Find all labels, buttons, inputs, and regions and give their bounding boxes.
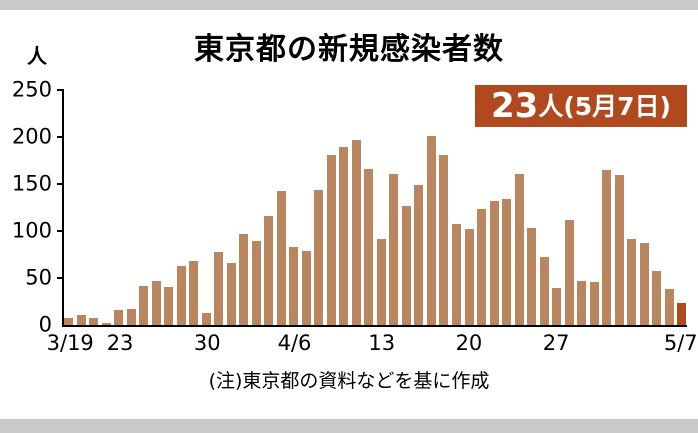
bar-4/14: [389, 173, 399, 325]
bars-container: [64, 90, 687, 325]
x-tick-label: 3/19: [46, 331, 94, 355]
bar-5/1: [602, 169, 612, 325]
bar-4/28: [564, 219, 574, 325]
x-tick-label: 23: [106, 331, 134, 355]
bar-5/4: [639, 243, 649, 325]
bar-3/27: [164, 287, 174, 325]
y-tick-mark: [57, 230, 64, 232]
bar-4/22: [489, 200, 499, 325]
bar-5/7: [677, 303, 687, 325]
bar-4/1: [226, 262, 236, 325]
bar-4/3: [251, 241, 261, 325]
x-tick-label: 5/7: [663, 331, 698, 355]
bar-4/25: [527, 228, 537, 325]
bar-3/28: [176, 265, 186, 325]
y-tick-label: 0: [38, 312, 52, 337]
bar-4/2: [239, 233, 249, 325]
bar-4/29: [577, 280, 587, 325]
bar-4/12: [364, 168, 374, 325]
bar-4/6: [289, 246, 299, 325]
y-tick-label: 200: [11, 124, 52, 149]
y-tick-label: 250: [11, 77, 52, 102]
y-tick-label: 100: [11, 218, 52, 243]
latest-value-badge: 23 人(5月7日): [475, 85, 687, 127]
bar-4/9: [326, 154, 336, 325]
y-tick-label: 150: [11, 171, 52, 196]
bar-4/20: [464, 229, 474, 325]
x-tick-label: 30: [193, 331, 221, 355]
bar-3/21: [89, 318, 99, 325]
bar-4/23: [502, 199, 512, 325]
bar-4/17: [426, 136, 436, 325]
bar-3/22: [101, 323, 111, 325]
bar-4/8: [314, 189, 324, 325]
bar-4/5: [276, 190, 286, 325]
bar-4/19: [451, 224, 461, 325]
y-tick-mark: [57, 277, 64, 279]
bar-3/24: [126, 309, 136, 325]
badge-count: 23: [491, 86, 539, 126]
plot-area: 23 人(5月7日) 0 50 100 150 200 250 3/19 23 30 4/6 13 20…: [12, 79, 698, 354]
bar-4/15: [401, 205, 411, 325]
source-note: (注)東京都の資料などを基に作成: [208, 370, 490, 392]
badge-date-suffix: 人(5月7日): [538, 91, 671, 121]
y-tick-mark: [57, 183, 64, 185]
bar-5/6: [664, 289, 674, 325]
bar-4/7: [301, 250, 311, 325]
bar-4/11: [351, 139, 361, 325]
chart-title: 東京都の新規感染者数: [194, 32, 504, 67]
bar-4/10: [339, 147, 349, 325]
bar-4/4: [264, 215, 274, 325]
x-tick-label: 4/6: [277, 331, 312, 355]
bar-3/31: [214, 251, 224, 325]
bar-3/23: [114, 309, 124, 325]
bar-4/13: [376, 239, 386, 325]
bar-3/26: [151, 280, 161, 325]
bar-3/29: [189, 261, 199, 325]
top-border: [0, 0, 698, 10]
bar-5/3: [627, 239, 637, 325]
bar-5/2: [614, 174, 624, 325]
bar-5/5: [652, 271, 662, 325]
x-tick-label: 20: [455, 331, 483, 355]
bottom-border: [0, 419, 698, 433]
bar-4/18: [439, 154, 449, 325]
bar-3/30: [201, 312, 211, 325]
y-tick-mark: [57, 136, 64, 138]
bar-3/19: [64, 318, 73, 325]
bar-4/21: [477, 209, 487, 325]
bar-3/25: [139, 286, 149, 325]
y-tick-mark: [57, 89, 64, 91]
bar-4/27: [552, 288, 562, 325]
y-axis-unit-label: 人: [27, 44, 47, 68]
bar-4/24: [514, 173, 524, 325]
bar-4/16: [414, 184, 424, 325]
bar-3/20: [76, 314, 86, 325]
bar-4/26: [539, 257, 549, 325]
y-tick-label: 50: [25, 265, 52, 290]
bar-4/30: [589, 281, 599, 325]
x-tick-label: 27: [542, 331, 570, 355]
x-tick-label: 13: [368, 331, 396, 355]
